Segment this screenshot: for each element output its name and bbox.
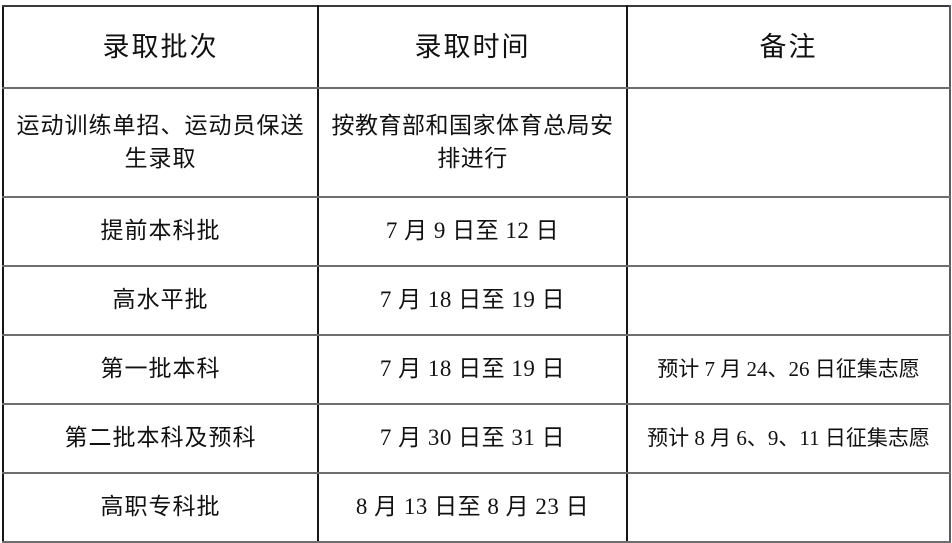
column-header-batch: 录取批次 xyxy=(2,5,319,89)
admission-schedule-table: 录取批次 录取时间 备注 运动训练单招、运动员保送生录取 按教育部和国家体育总局… xyxy=(2,5,951,543)
schedule-table-container: 录取批次 录取时间 备注 运动训练单招、运动员保送生录取 按教育部和国家体育总局… xyxy=(2,5,951,543)
table-row: 高水平批 7 月 18 日至 19 日 xyxy=(2,265,951,336)
cell-batch: 运动训练单招、运动员保送生录取 xyxy=(2,87,319,198)
cell-batch: 第一批本科 xyxy=(2,334,319,405)
cell-remark: 预计 7 月 24、26 日征集志愿 xyxy=(626,334,951,405)
cell-remark: 预计 8 月 6、9、11 日征集志愿 xyxy=(626,403,951,474)
column-header-time: 录取时间 xyxy=(317,5,628,89)
cell-batch: 高水平批 xyxy=(2,265,319,336)
table-body: 录取批次 录取时间 备注 运动训练单招、运动员保送生录取 按教育部和国家体育总局… xyxy=(2,5,951,543)
cell-time: 8 月 13 日至 8 月 23 日 xyxy=(317,472,628,543)
table-row: 第一批本科 7 月 18 日至 19 日 预计 7 月 24、26 日征集志愿 xyxy=(2,334,951,405)
cell-time: 按教育部和国家体育总局安排进行 xyxy=(317,87,628,198)
cell-remark xyxy=(626,265,951,336)
table-row: 提前本科批 7 月 9 日至 12 日 xyxy=(2,196,951,267)
table-header-row: 录取批次 录取时间 备注 xyxy=(2,5,951,89)
table-row: 运动训练单招、运动员保送生录取 按教育部和国家体育总局安排进行 xyxy=(2,87,951,198)
table-row: 高职专科批 8 月 13 日至 8 月 23 日 xyxy=(2,472,951,543)
cell-time: 7 月 9 日至 12 日 xyxy=(317,196,628,267)
cell-remark xyxy=(626,87,951,198)
column-header-remark: 备注 xyxy=(626,5,951,89)
cell-batch: 第二批本科及预科 xyxy=(2,403,319,474)
cell-batch: 高职专科批 xyxy=(2,472,319,543)
cell-remark xyxy=(626,196,951,267)
cell-time: 7 月 18 日至 19 日 xyxy=(317,265,628,336)
cell-batch: 提前本科批 xyxy=(2,196,319,267)
cell-time: 7 月 18 日至 19 日 xyxy=(317,334,628,405)
cell-time: 7 月 30 日至 31 日 xyxy=(317,403,628,474)
table-row: 第二批本科及预科 7 月 30 日至 31 日 预计 8 月 6、9、11 日征… xyxy=(2,403,951,474)
